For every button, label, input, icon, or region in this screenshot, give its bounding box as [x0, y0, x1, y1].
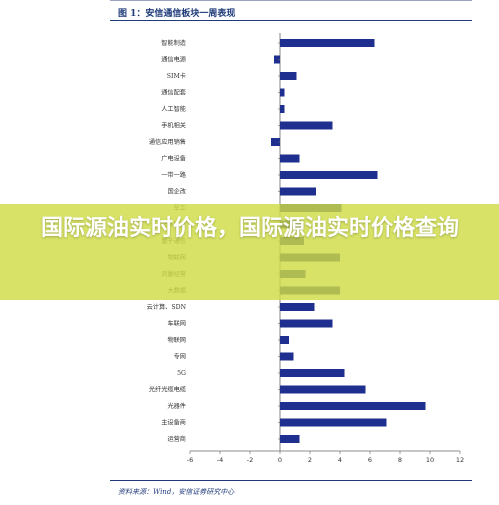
bar	[280, 105, 285, 113]
bar	[280, 418, 387, 427]
category-label: 主设备商	[161, 419, 186, 427]
bar	[280, 435, 300, 443]
category-label: 通信配套	[161, 89, 186, 97]
x-tick-label: 8	[398, 456, 402, 464]
category-label: 人工智能	[161, 105, 186, 113]
bar	[274, 55, 280, 64]
category-label: 广电设备	[161, 155, 187, 163]
top-rule	[110, 0, 472, 1]
x-tick-label: -2	[247, 456, 253, 464]
bar	[280, 187, 316, 196]
bar	[280, 319, 333, 328]
category-label: 车联网	[167, 320, 186, 328]
category-label: 通信应用销售	[149, 138, 186, 146]
category-label: 运营商	[167, 435, 186, 443]
bar	[280, 154, 300, 163]
bar	[271, 138, 280, 146]
x-tick-label: 4	[338, 456, 342, 464]
x-tick-label: 12	[456, 456, 464, 464]
figure-title: 图 1：安信通信板块一周表现	[118, 9, 236, 19]
category-label: 云计算、SDN	[147, 303, 187, 311]
category-label: 一带一路	[161, 171, 187, 179]
x-tick-label: 0	[278, 456, 282, 464]
category-label: 国企改	[167, 188, 186, 196]
category-label: 手机相关	[161, 122, 186, 130]
bar	[280, 402, 426, 410]
source-note: 资料来源：Wind，安信证券研究中心	[118, 488, 235, 496]
category-label: SIM卡	[167, 72, 186, 80]
overlay-banner	[0, 204, 499, 300]
category-label: 5G	[177, 370, 186, 377]
bar	[280, 171, 378, 179]
x-tick-label: -6	[187, 456, 193, 464]
category-label: 光器件	[167, 402, 186, 410]
category-label: 通信电源	[161, 56, 186, 64]
category-label: 物联网	[167, 336, 186, 344]
bar	[280, 88, 285, 97]
bar	[280, 385, 366, 394]
x-tick-label: 2	[308, 456, 312, 464]
x-tick-label: 6	[368, 456, 372, 464]
bar	[280, 72, 297, 80]
category-label: 光纤光缆电缆	[149, 386, 186, 394]
category-label: 智能制造	[161, 39, 186, 47]
banner-headline: 国际源油实时价格，国际源油实时价格查询	[40, 216, 459, 241]
bar	[280, 39, 375, 47]
x-tick-label: -4	[217, 456, 223, 464]
bar	[280, 303, 315, 311]
bar	[280, 352, 294, 361]
bar	[280, 336, 289, 344]
category-label: 专网	[174, 353, 186, 361]
title-rule	[110, 20, 472, 21]
bar	[280, 369, 345, 377]
x-tick-label: 10	[426, 456, 434, 464]
bottom-rule	[110, 480, 472, 481]
bar	[280, 121, 333, 130]
